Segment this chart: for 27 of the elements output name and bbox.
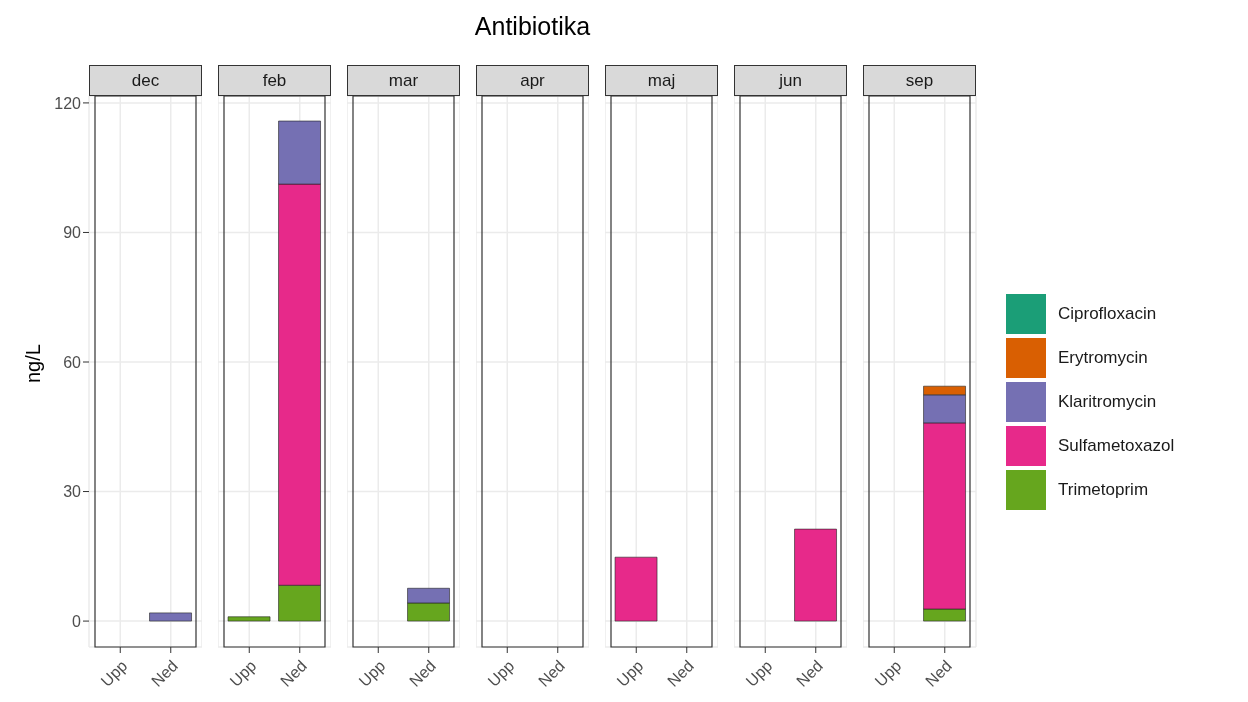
chart-subtitle: maj bbox=[605, 65, 718, 96]
legend-label: Trimetoprim bbox=[1058, 479, 1149, 499]
x-tick-label: Upp bbox=[97, 657, 131, 690]
x-tick-label: Upp bbox=[484, 657, 518, 690]
legend-label: Ciprofloxacin bbox=[1058, 303, 1157, 323]
legend-label: Klaritromycin bbox=[1058, 391, 1157, 411]
y-tick-label: 30 bbox=[63, 483, 82, 501]
x-tick-label: Upp bbox=[613, 657, 647, 690]
y-tick-label: 90 bbox=[63, 224, 82, 242]
y-tick-label: 0 bbox=[72, 612, 82, 630]
y-axis-title: ng/L bbox=[22, 344, 45, 383]
y-tick-label: 120 bbox=[54, 94, 82, 112]
x-tick-label: Upp bbox=[355, 657, 389, 690]
legend-label: Sulfametoxazol bbox=[1058, 435, 1175, 455]
x-tick-label: Upp bbox=[226, 657, 260, 690]
chart-subtitle: mar bbox=[347, 65, 460, 96]
chart-subtitle: sep bbox=[863, 65, 976, 96]
x-tick-label: Upp bbox=[871, 657, 905, 690]
chart-subtitle: feb bbox=[218, 65, 331, 96]
bar bbox=[227, 616, 271, 622]
chart-title: Antibiotika bbox=[473, 12, 592, 41]
chart-subtitle: dec bbox=[89, 65, 202, 96]
y-tick-label: 60 bbox=[63, 353, 82, 371]
chart-subtitle: apr bbox=[476, 65, 589, 96]
legend-label: Erytromycin bbox=[1058, 347, 1148, 367]
chart-subtitle: jun bbox=[734, 65, 847, 96]
x-tick-label: Upp bbox=[742, 657, 776, 690]
